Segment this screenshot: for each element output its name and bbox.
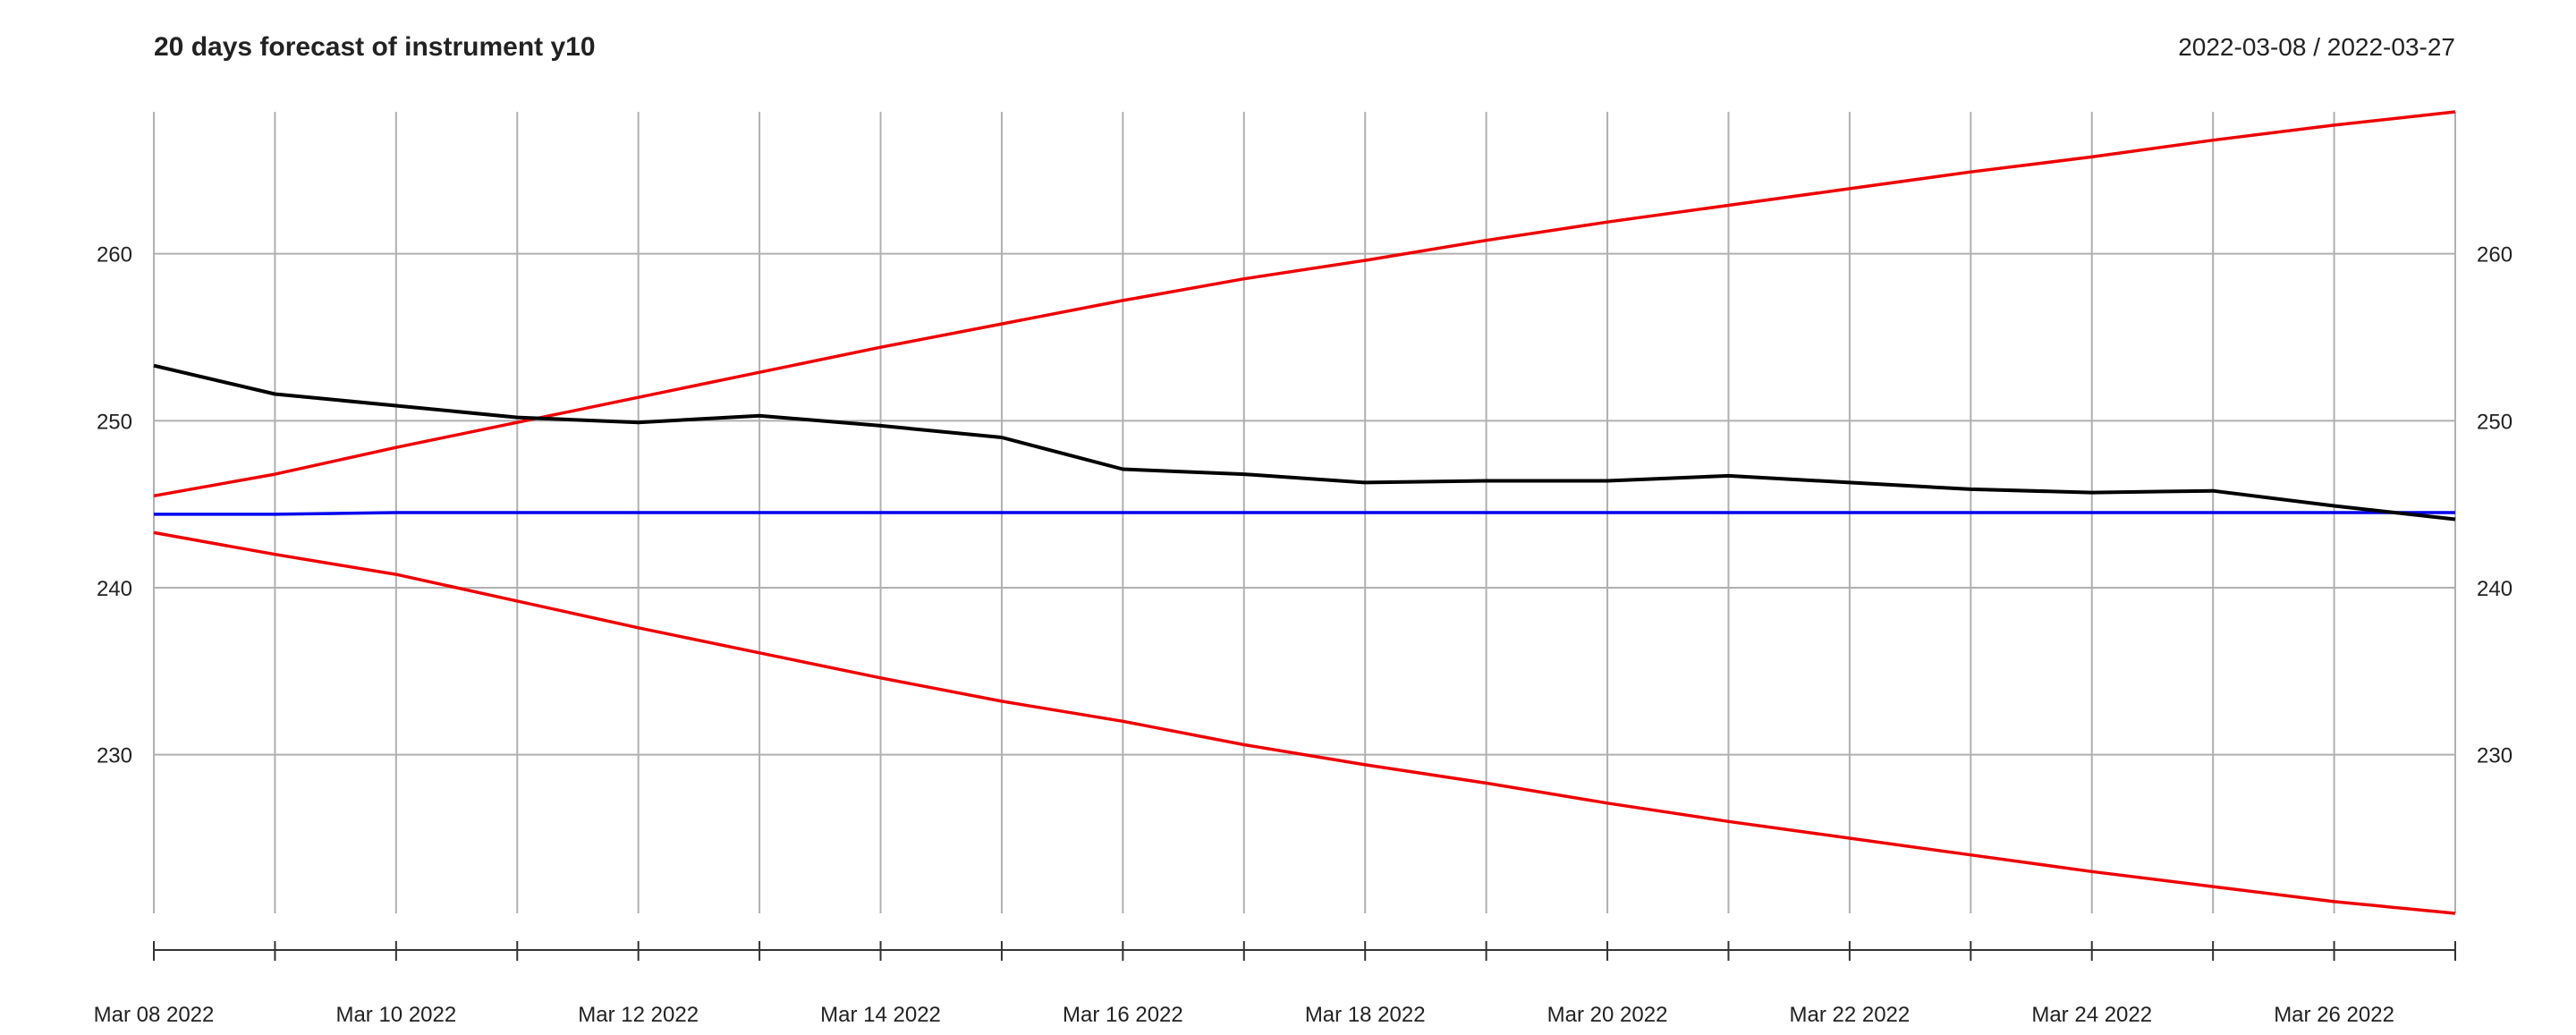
y-tick-label-right: 260: [2477, 243, 2512, 267]
series-line-forecast: [154, 511, 2455, 516]
y-tick-label-left: 240: [97, 577, 132, 601]
y-tick-label-left: 250: [97, 410, 132, 434]
y-tick-label-left: 260: [97, 243, 132, 267]
x-tick-label: Mar 26 2022: [2274, 1003, 2394, 1027]
x-tick-label: Mar 14 2022: [820, 1003, 941, 1027]
y-axis-labels: 230 230 240 240 250 250 260 260: [97, 243, 2512, 768]
series-line-upper: [153, 110, 2456, 498]
y-tick-label-left: 230: [97, 744, 132, 768]
chart-title: 20 days forecast of instrument y10: [154, 32, 596, 62]
x-tick-label: Mar 24 2022: [2031, 1003, 2152, 1027]
y-tick-label-right: 240: [2477, 577, 2512, 601]
x-tick-label: Mar 08 2022: [94, 1003, 215, 1027]
x-tick-label: Mar 18 2022: [1305, 1003, 1426, 1027]
series-line-lower: [153, 530, 2456, 915]
date-range-label: 2022-03-08 / 2022-03-27: [2178, 33, 2455, 61]
series-line-observed: [153, 363, 2456, 522]
x-tick-label: Mar 10 2022: [335, 1003, 456, 1027]
series-layer: [153, 110, 2456, 915]
x-tick-label: Mar 22 2022: [1790, 1003, 1911, 1027]
y-tick-label-right: 250: [2477, 410, 2512, 434]
y-tick-label-right: 230: [2477, 744, 2512, 768]
x-tick-label: Mar 16 2022: [1063, 1003, 1183, 1027]
x-axis: Mar 08 2022 Mar 10 2022 Mar 12 2022 Mar 14 …: [94, 941, 2456, 1027]
x-tick-label: Mar 20 2022: [1547, 1003, 1668, 1027]
x-tick-label: Mar 12 2022: [578, 1003, 699, 1027]
